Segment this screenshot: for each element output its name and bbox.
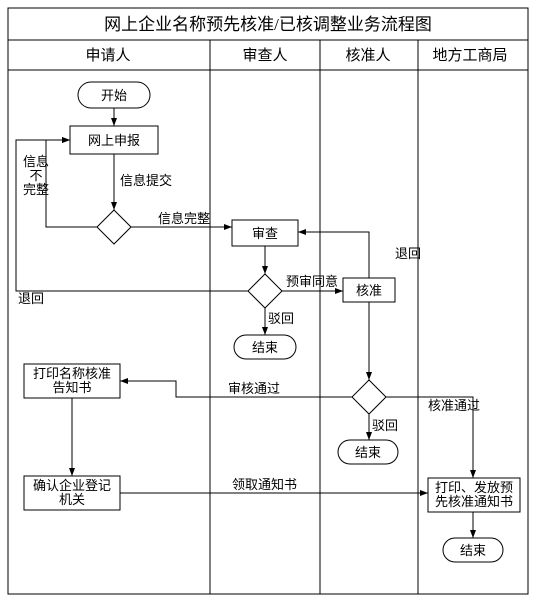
edge-label: 不 (29, 168, 42, 183)
column-header: 核准人 (345, 47, 390, 64)
node-label: 确认企业登记 (33, 478, 111, 493)
node-label: 打印名称核准 (33, 366, 111, 381)
edge-label: 信息完整 (158, 211, 210, 226)
flowchart-container: 网上企业名称预先核准/已核调整业务流程图申请人审查人核准人地方工商局信息提交信息… (0, 0, 536, 602)
column-header: 地方工商局 (432, 47, 507, 64)
edge-label: 领取通知书 (232, 477, 297, 492)
column-header: 审查人 (242, 47, 287, 64)
column-header: 申请人 (85, 47, 130, 64)
edge-label: 退回 (395, 246, 421, 261)
node-label: 审查 (252, 226, 278, 241)
node-label: 先核准通知书 (435, 494, 513, 509)
edge-label: 预审同意 (286, 274, 338, 289)
edge-label: 驳回 (372, 418, 398, 433)
node-label: 网上申报 (88, 133, 140, 148)
edge-label: 信息提交 (120, 173, 172, 188)
edge-label: 退回 (18, 291, 44, 306)
node-label: 结束 (460, 543, 486, 558)
node-label: 核准 (356, 283, 382, 298)
edge-label: 核准通过 (428, 398, 480, 413)
diagram-title: 网上企业名称预先核准/已核调整业务流程图 (104, 15, 432, 34)
node-label: 机关 (59, 492, 85, 507)
flowchart-svg: 网上企业名称预先核准/已核调整业务流程图申请人审查人核准人地方工商局信息提交信息… (0, 0, 536, 602)
edge-label: 审核通过 (228, 381, 280, 396)
node-label: 结束 (355, 445, 381, 460)
edge-label: 驳回 (268, 311, 294, 326)
node-label: 开始 (101, 88, 127, 103)
node-label: 告知书 (52, 380, 91, 395)
edge-label: 信息 (23, 154, 49, 169)
edge-label: 完整 (23, 182, 49, 197)
node-label: 结束 (252, 340, 278, 355)
node-label: 打印、发放预 (435, 480, 513, 495)
